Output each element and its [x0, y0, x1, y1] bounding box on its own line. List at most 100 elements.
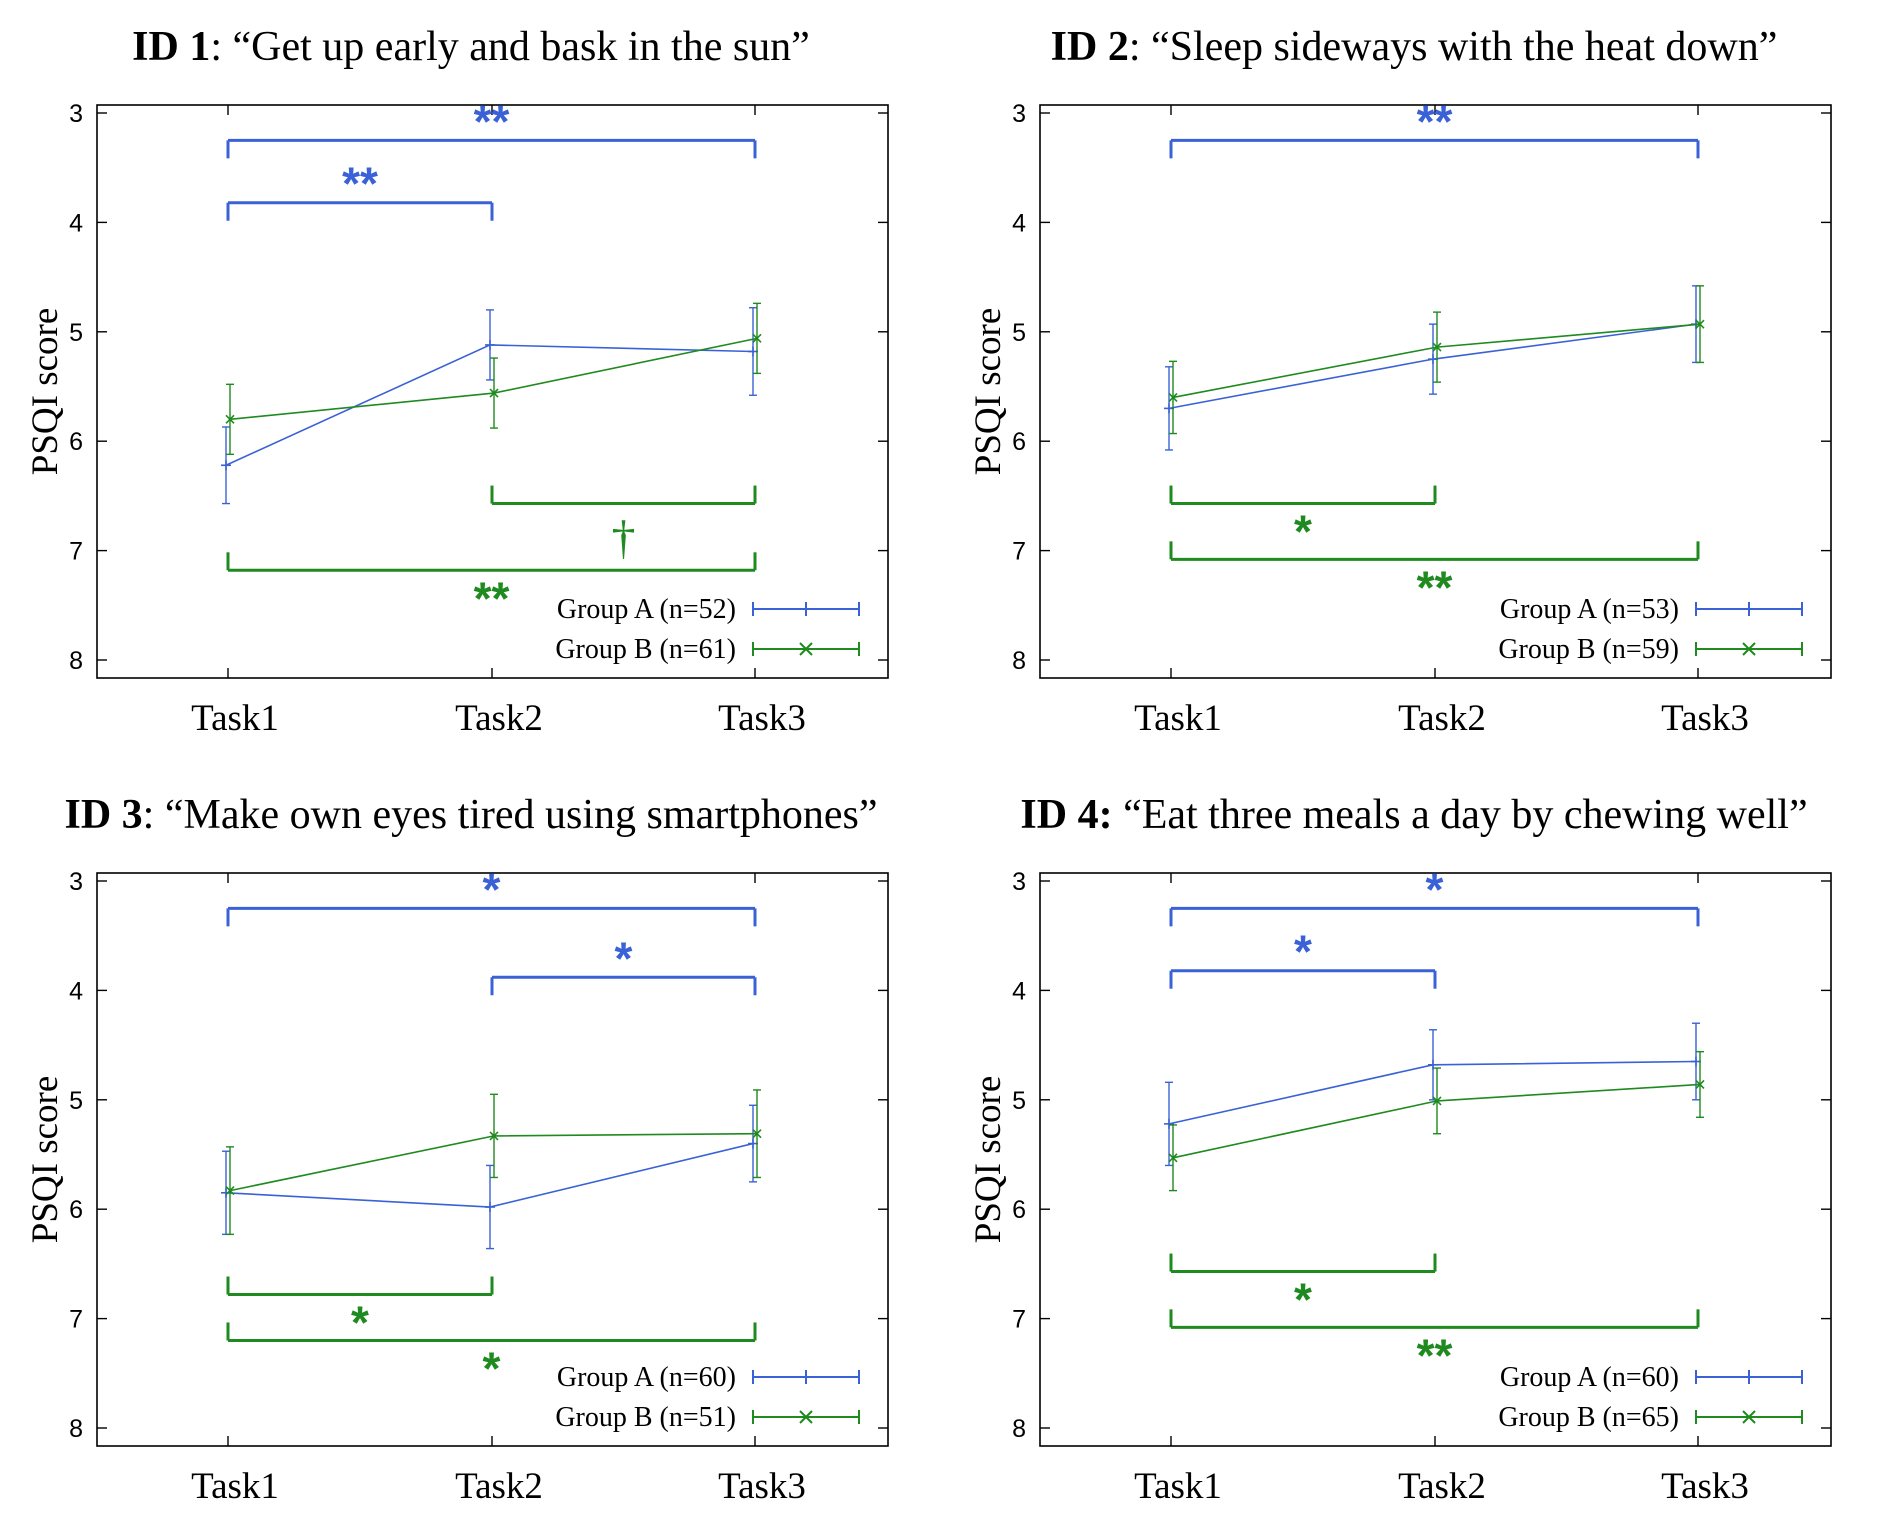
- data-point-B-stroke: [225, 414, 235, 424]
- y-tick-label: 4: [1012, 209, 1026, 237]
- chart-title-text: : “Get up early and bask in the sun”: [210, 24, 809, 70]
- y-tick-label: 8: [1012, 647, 1026, 675]
- legend-sample-B: [752, 642, 860, 656]
- chart-svg: ID 1: “Get up early and bask in the sun”…: [25, 24, 889, 739]
- chart-title: ID 4: “Eat three meals a day by chewing …: [1020, 792, 1807, 838]
- significance-label: *: [1294, 506, 1312, 558]
- chart-title-text: : “Sleep sideways with the heat down”: [1129, 24, 1778, 70]
- y-tick-label: 8: [69, 647, 83, 675]
- chart-panel-id4: ID 4: “Eat three meals a day by chewing …: [943, 768, 1886, 1536]
- significance-bracket-A: [226, 906, 757, 927]
- data-point-B: [1695, 1079, 1705, 1090]
- legend-marker: [1742, 1410, 1756, 1424]
- legend-sample-A: [1695, 602, 1803, 616]
- legend-label: Group B (n=59): [1498, 634, 1679, 665]
- data-point-B: [1168, 392, 1178, 403]
- chart-title-id: ID 1: [132, 24, 210, 70]
- chart-title-text: : “Make own eyes tired using smartphones…: [143, 792, 878, 838]
- data-point-B-stroke: [225, 1186, 235, 1196]
- x-tick-label: Task3: [718, 698, 806, 739]
- legend-sample-A: [1695, 1370, 1803, 1384]
- data-point-B: [1432, 1096, 1442, 1106]
- x-tick-label: Task1: [1134, 1466, 1222, 1507]
- significance-label: †: [612, 512, 636, 565]
- y-tick-label: 7: [1012, 538, 1026, 566]
- y-tick-label: 5: [1012, 1087, 1026, 1115]
- data-point-B-stroke: [752, 1129, 762, 1139]
- legend-marker: [799, 642, 813, 656]
- legend-label: Group A (n=60): [557, 1362, 736, 1393]
- data-point-B: [1168, 1153, 1178, 1163]
- y-axis-label: PSQI score: [968, 308, 1009, 476]
- significance-label: *: [615, 932, 633, 984]
- data-point-B-stroke: [489, 388, 499, 398]
- significance-label: *: [1426, 863, 1444, 915]
- significance-label: **: [1417, 95, 1453, 147]
- legend-label: Group A (n=53): [1500, 594, 1679, 625]
- chart-panel-id1: ID 1: “Get up early and bask in the sun”…: [0, 0, 943, 768]
- data-point-B-stroke: [1432, 342, 1442, 352]
- data-point-B-stroke: [1695, 1079, 1705, 1090]
- x-tick-label: Task2: [455, 1466, 543, 1507]
- data-point-B-stroke: [1695, 319, 1705, 329]
- y-tick-label: 5: [1012, 319, 1026, 347]
- y-tick-label: 7: [69, 1306, 83, 1334]
- y-tick-label: 6: [1012, 428, 1026, 456]
- significance-label: *: [483, 863, 501, 915]
- chart-title: ID 1: “Get up early and bask in the sun”: [132, 24, 810, 70]
- significance-label: **: [1417, 561, 1453, 613]
- chart-svg: ID 2: “Sleep sideways with the heat down…: [968, 24, 1832, 739]
- y-tick-label: 7: [1012, 1306, 1026, 1334]
- chart-panel-id3: ID 3: “Make own eyes tired using smartph…: [0, 768, 943, 1536]
- y-tick-label: 7: [69, 538, 83, 566]
- significance-label: *: [1294, 926, 1312, 978]
- significance-bracket-A: [226, 138, 757, 159]
- y-tick-label: 4: [69, 977, 83, 1005]
- data-point-B: [752, 333, 762, 343]
- chart-title-id: ID 3: [64, 792, 142, 838]
- significance-label: **: [1417, 1329, 1453, 1381]
- significance-bracket-B: [1169, 1309, 1700, 1329]
- significance-label: **: [474, 572, 510, 624]
- data-point-B-stroke: [1432, 1096, 1442, 1106]
- significance-label: **: [342, 158, 378, 210]
- data-point-B-stroke: [1168, 392, 1178, 403]
- y-tick-label: 3: [69, 100, 83, 128]
- x-tick-label: Task3: [718, 1466, 806, 1507]
- legend-sample-A: [752, 1370, 860, 1384]
- significance-bracket-A: [1169, 906, 1700, 927]
- legend-marker: [799, 1410, 813, 1424]
- x-tick-label: Task3: [1661, 1466, 1749, 1507]
- legend-label: Group B (n=65): [1498, 1402, 1679, 1433]
- y-axis-label: PSQI score: [25, 1076, 66, 1244]
- chart-panel-id2: ID 2: “Sleep sideways with the heat down…: [943, 0, 1886, 768]
- significance-bracket-A: [490, 975, 757, 996]
- significance-label: *: [351, 1297, 369, 1349]
- legend-label: Group A (n=60): [1500, 1362, 1679, 1393]
- y-axis-label: PSQI score: [25, 308, 66, 476]
- y-tick-label: 3: [1012, 868, 1026, 896]
- significance-label: *: [483, 1342, 501, 1394]
- significance-bracket-B: [226, 1276, 494, 1297]
- y-tick-label: 6: [1012, 1196, 1026, 1224]
- legend-label: Group A (n=52): [557, 594, 736, 625]
- significance-bracket-B: [490, 485, 757, 506]
- legend-label: Group B (n=61): [555, 634, 736, 665]
- significance-label: **: [474, 95, 510, 147]
- legend-sample-B: [1695, 642, 1803, 656]
- x-tick-label: Task2: [455, 698, 543, 739]
- data-point-B: [489, 1131, 499, 1141]
- y-tick-label: 6: [69, 428, 83, 456]
- chart-title: ID 2: “Sleep sideways with the heat down…: [1051, 24, 1778, 70]
- chart-title-id: ID 2: [1051, 24, 1129, 70]
- legend-sample-B: [1695, 1410, 1803, 1424]
- significance-bracket-B: [1169, 541, 1700, 561]
- significance-bracket-B: [1169, 1253, 1437, 1274]
- y-tick-label: 5: [69, 1087, 83, 1115]
- chart-title-id: ID 4:: [1020, 792, 1112, 838]
- significance-bracket-B: [226, 552, 757, 572]
- chart-svg: ID 3: “Make own eyes tired using smartph…: [25, 792, 889, 1507]
- data-point-B: [225, 414, 235, 424]
- y-tick-label: 8: [1012, 1415, 1026, 1443]
- y-tick-label: 3: [1012, 100, 1026, 128]
